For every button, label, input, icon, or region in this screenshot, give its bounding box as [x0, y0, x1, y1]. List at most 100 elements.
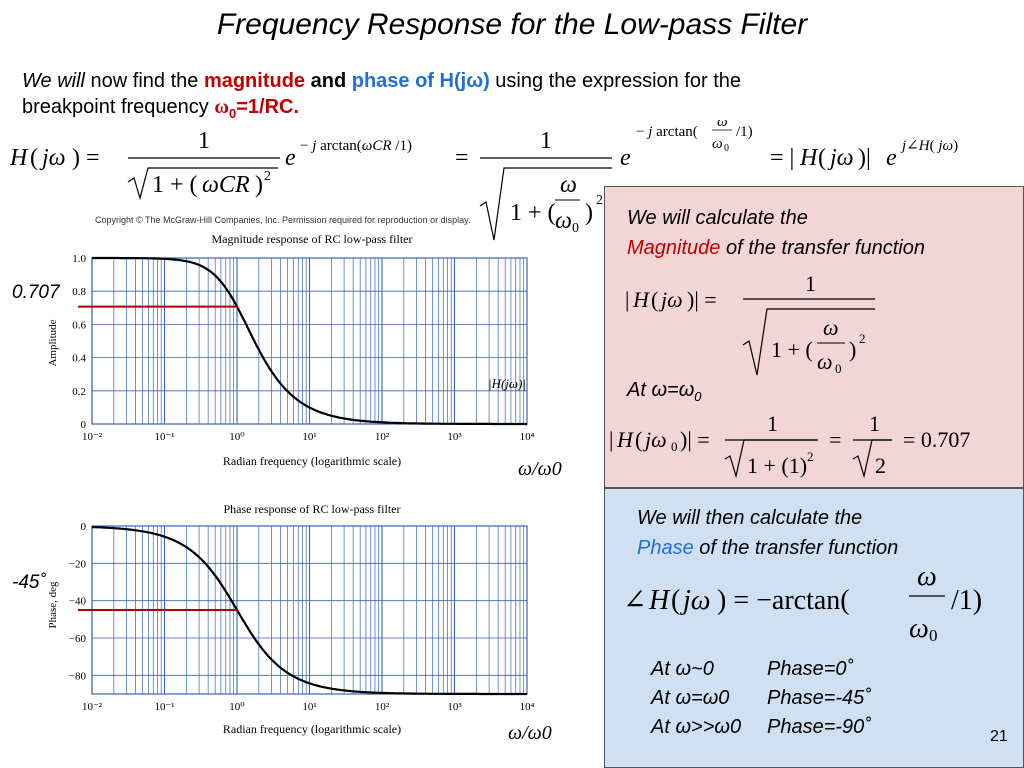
phase-y-ticks: 0 −20 −40 −60 −80: [69, 521, 87, 682]
mag-x-tick-label: 10²: [375, 431, 390, 443]
svg-text:(: (: [818, 145, 826, 171]
phase-row-value: Phase=-90˚: [767, 716, 871, 738]
svg-text:0: 0: [835, 361, 842, 376]
svg-text:− j arctan(ωCR /1): − j arctan(ωCR /1): [300, 138, 412, 154]
slide-title: Frequency Response for the Low-pass Filt…: [216, 8, 808, 41]
mag-chart-title: Magnitude response of RC low-pass filter: [212, 232, 413, 246]
svg-text:(: (: [651, 287, 658, 312]
mag-y-axis-label: Amplitude: [47, 319, 59, 366]
svg-text:) =: ) =: [72, 145, 100, 171]
svg-text:2: 2: [596, 193, 603, 208]
svg-text:jω: jω: [827, 145, 854, 171]
mag-y-tick-label: 0.4: [72, 353, 86, 365]
svg-text:jω: jω: [39, 145, 66, 171]
mag-at-label: At ω=ω0: [627, 379, 702, 404]
phase-chart-title: Phase response of RC low-pass filter: [224, 502, 401, 516]
phase-x-ratio-label: ω/ω0: [508, 722, 552, 744]
svg-text:/1): /1): [736, 124, 753, 140]
phase-row-at: At ω=ω0: [651, 687, 730, 709]
intro-we-will: We will: [22, 70, 85, 92]
svg-text:1 + (: 1 + (: [771, 337, 813, 362]
svg-text:H: H: [632, 287, 650, 312]
svg-text:|: |: [609, 427, 613, 452]
mag-x-tick-label: 10¹: [302, 431, 316, 443]
svg-text:1 + (1): 1 + (1): [747, 453, 807, 478]
page-number: 21: [990, 728, 1008, 745]
svg-text:0: 0: [724, 143, 729, 154]
phase-panel-word: Phase: [637, 537, 694, 559]
svg-text:)| =: )| =: [687, 287, 717, 312]
mag-panel-line1: We will calculate the: [627, 207, 808, 229]
mag-y-tick-label: 0.8: [72, 286, 86, 298]
svg-text:1 + (: 1 + (: [152, 172, 198, 198]
phase-x-axis-label: Radian frequency (logarithmic scale): [223, 722, 401, 736]
svg-text:)| =: )| =: [680, 427, 710, 452]
svg-text:1: 1: [767, 411, 778, 436]
intro-text: We will now find the magnitude and phase…: [22, 68, 1012, 127]
svg-text:ω: ω: [717, 120, 728, 130]
svg-text:ω: ω: [917, 563, 937, 592]
svg-text:j∠H( jω): j∠H( jω): [900, 138, 958, 154]
phase-row-value: Phase=0˚: [767, 658, 854, 680]
mag-y-tick-label: 0.2: [72, 386, 86, 398]
svg-text:(: (: [635, 427, 642, 452]
phase-row-at: At ω>>ω0: [651, 716, 742, 738]
svg-text:0: 0: [929, 626, 938, 645]
mag-x-tick-label: 10⁴: [520, 431, 535, 443]
svg-text:): ): [849, 337, 856, 362]
mag-x-tick-label: 10³: [447, 431, 462, 443]
intro-breakpoint: breakpoint frequency: [22, 96, 215, 118]
phase-y-tick-label: 0: [81, 521, 87, 533]
svg-text:1: 1: [805, 271, 816, 296]
phase-rows: At ω~0 Phase=0˚ At ω=ω0 Phase=-45˚ At ω>>ω…: [651, 655, 871, 742]
intro-phase-of: phase of H(jω): [351, 70, 490, 92]
svg-text:): ): [585, 200, 593, 226]
phase-x-tick-label: 10³: [447, 701, 462, 713]
mag-x-ratio-label: ω/ω0: [518, 458, 562, 480]
phase-y-tick-label: −60: [69, 633, 87, 645]
phase-panel: We will then calculate the Phase of the …: [604, 488, 1024, 768]
phase-row-value: Phase=-45˚: [767, 687, 871, 709]
phase-panel-line2: Phase of the transfer function: [637, 537, 899, 559]
phase-x-tick-label: 10⁻¹: [154, 701, 174, 713]
svg-text:e: e: [620, 145, 631, 171]
svg-text:1: 1: [540, 128, 552, 154]
mag-x-axis-label: Radian frequency (logarithmic scale): [223, 454, 401, 468]
svg-text:(: (: [671, 585, 680, 616]
svg-text:1: 1: [198, 128, 210, 154]
svg-text:ω: ω: [712, 136, 723, 152]
phase-x-tick-label: 10⁻²: [82, 701, 103, 713]
svg-text:ωCR: ωCR: [202, 172, 250, 198]
svg-text:H: H: [616, 427, 634, 452]
svg-text:(: (: [30, 145, 38, 171]
svg-text:2: 2: [859, 331, 866, 346]
svg-text:∠: ∠: [623, 585, 646, 616]
mag-y-tick-label: 0.6: [72, 319, 86, 331]
svg-text:0: 0: [671, 439, 678, 454]
mag-result-formula: | H ( jω 0 )| = 1 1 + (1) 2 = 1 2 = 0.70…: [609, 411, 970, 479]
svg-text:=: =: [455, 145, 469, 171]
svg-text:ω: ω: [560, 172, 577, 198]
intro-now-find: now find the: [84, 70, 204, 92]
phase-x-tick-label: 10⁴: [520, 701, 535, 713]
svg-text:0: 0: [572, 221, 579, 236]
svg-text:1: 1: [869, 411, 880, 436]
svg-text:H: H: [10, 145, 29, 171]
phase-y-tick-label: −40: [69, 596, 87, 608]
svg-text:= |: = |: [770, 145, 794, 171]
mag-x-ticks: 10⁻² 10⁻¹ 10⁰ 10¹ 10² 10³ 10⁴: [82, 431, 535, 443]
magnitude-curve: [92, 256, 527, 426]
mag-y-tick-label: 1.0: [72, 253, 86, 265]
mag-y-ticks: 0 0.2 0.4 0.6 0.8 1.0: [72, 253, 86, 431]
svg-text:H: H: [648, 585, 671, 616]
mag-x-tick-label: 10⁻²: [82, 431, 103, 443]
phase-y-axis-label: Phase, deg: [47, 581, 59, 629]
phase-y-tick-label: −80: [69, 670, 87, 682]
svg-text:e: e: [886, 145, 897, 171]
svg-text:ω: ω: [823, 315, 839, 340]
mag-panel-line2: Magnitude of the transfer function: [627, 237, 925, 259]
svg-text:)|: )|: [858, 145, 871, 171]
svg-text:jω: jω: [680, 585, 711, 616]
transfer-function-equation: H ( jω ) = 1 1 + ( ωCR ) 2 e − j arctan(…: [10, 120, 958, 241]
mag-x-tick-label: 10⁻¹: [154, 431, 174, 443]
